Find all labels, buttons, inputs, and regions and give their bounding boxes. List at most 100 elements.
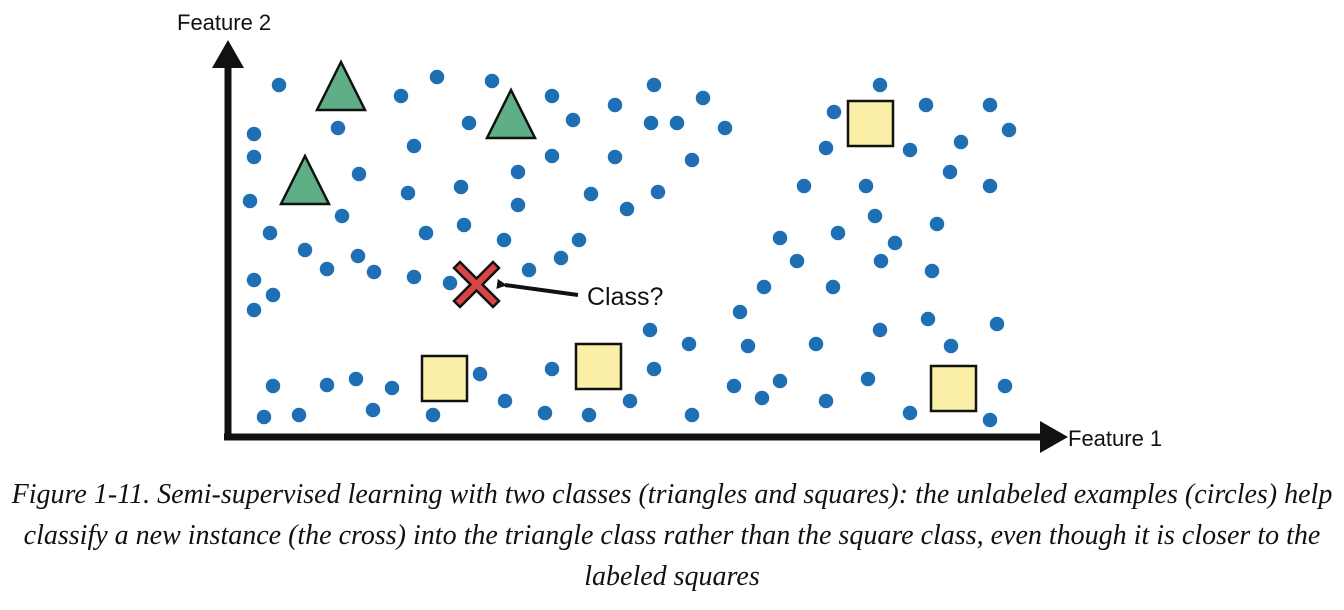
unlabeled-circle [424,406,442,424]
unlabeled-circle [807,335,825,353]
axes: Feature 2 Feature 1 [177,10,1162,453]
unlabeled-circle [405,268,423,286]
unlabeled-circle [520,261,538,279]
unlabeled-circle [417,224,435,242]
unlabeled-circle [318,260,336,278]
unlabeled-circle [901,404,919,422]
unlabeled-circle [452,178,470,196]
unlabeled-circle [621,392,639,410]
x-axis-arrowhead [1040,421,1068,453]
unlabeled-circle [349,247,367,265]
class-callout: Class? [496,278,663,311]
unlabeled-circle [952,133,970,151]
triangle-instance [314,59,368,112]
unlabeled-circle [725,377,743,395]
unlabeled-circle [245,271,263,289]
unlabeled-circle [753,389,771,407]
unlabeled-circle [543,147,561,165]
unlabeled-circle [817,139,835,157]
unlabeled-circle [731,303,749,321]
unlabeled-circle [264,286,282,304]
unlabeled-circle [788,252,806,270]
y-axis-arrowhead [212,40,244,68]
unlabeled-circle [901,141,919,159]
triangle-instance [484,87,538,140]
unlabeled-circle [928,215,946,233]
unlabeled-circle [582,185,600,203]
unlabeled-circle [333,207,351,225]
unlabeled-circle [261,224,279,242]
unlabeled-circle [871,321,889,339]
figure-caption: Figure 1-11. Semi-supervised learning wi… [11,479,1333,592]
unlabeled-circle [645,76,663,94]
unlabeled-circle [455,216,473,234]
square-instance [574,342,623,391]
unlabeled-circle [570,231,588,249]
unlabeled-circle [942,337,960,355]
unlabeled-circle [859,370,877,388]
unlabeled-circle [264,377,282,395]
square-class-instances [420,99,978,413]
x-axis-label: Feature 1 [1068,426,1162,451]
unlabeled-circle [988,315,1006,333]
callout-arrow [496,278,579,297]
unlabeled-circle [399,184,417,202]
unlabeled-circle [642,114,660,132]
unlabeled-circle [795,177,813,195]
unlabeled-circle [817,392,835,410]
unlabeled-circle [866,207,884,225]
unlabeled-circle [683,406,701,424]
unlabeled-circle [771,372,789,390]
triangle-instance [278,153,332,206]
unlabeled-circle [996,377,1014,395]
unlabeled-circle [329,119,347,137]
unlabeled-circle [981,177,999,195]
unlabeled-circle [917,96,935,114]
unlabeled-circle [886,234,904,252]
unlabeled-circle [771,229,789,247]
unlabeled-circle [716,119,734,137]
unlabeled-circle [645,360,663,378]
unlabeled-circle [919,310,937,328]
unlabeled-circle [405,137,423,155]
unlabeled-circle [543,87,561,105]
unlabeled-circle [981,96,999,114]
unlabeled-circle [255,408,273,426]
unlabeled-circle [755,278,773,296]
y-axis-label: Feature 2 [177,10,271,35]
unlabeled-circle [241,192,259,210]
unlabeled-circle [441,274,459,292]
unlabeled-circle [536,404,554,422]
unlabeled-circle [564,111,582,129]
unlabeled-circle [509,196,527,214]
unlabeled-circle [460,114,478,132]
unlabeled-circle [641,321,659,339]
unlabeled-circle [245,301,263,319]
unlabeled-circle [829,224,847,242]
unlabeled-circle [383,379,401,397]
unlabeled-circle [543,360,561,378]
unlabeled-circle [290,406,308,424]
unlabeled-circle [739,337,757,355]
unlabeled-circle [825,103,843,121]
unlabeled-circle [270,76,288,94]
unlabeled-circle [668,114,686,132]
unlabeled-circle [364,401,382,419]
square-instance [929,364,978,413]
unlabeled-circle [428,68,446,86]
unlabeled-circle [495,231,513,249]
unlabeled-circle [680,335,698,353]
unlabeled-circle [392,87,410,105]
unlabeled-circle [350,165,368,183]
unlabeled-circle [245,125,263,143]
unlabeled-circle [606,96,624,114]
unlabeled-circle [871,76,889,94]
square-instance [846,99,895,148]
unlabeled-circle [606,148,624,166]
square-instance [420,354,469,403]
unlabeled-circle [296,241,314,259]
unlabeled-circle [618,200,636,218]
unlabeled-circle [552,249,570,267]
unlabeled-circle [1000,121,1018,139]
unlabeled-circle [347,370,365,388]
